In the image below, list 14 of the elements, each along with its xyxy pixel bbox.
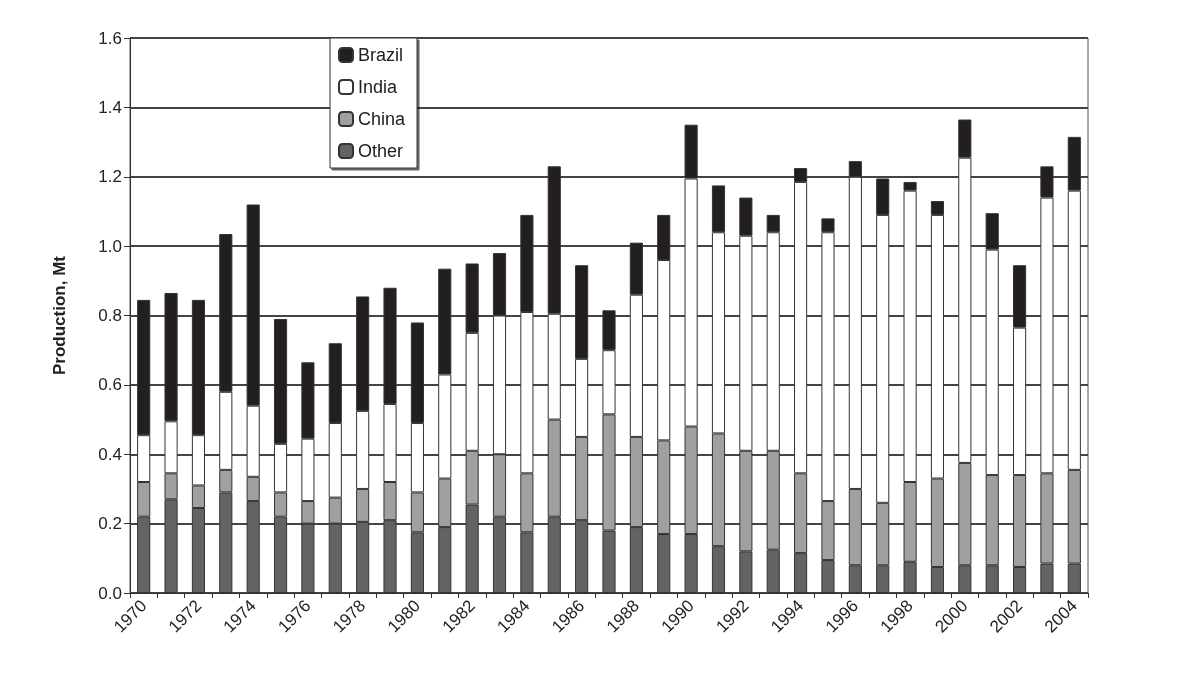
y-tick-label: 0.8 [98,306,122,325]
y-axis-title: Production, Mt [50,255,69,375]
y-tick-label: 1.0 [98,236,122,256]
y-tick-label: 0.2 [98,514,122,534]
legend-label: India [358,77,399,97]
y-tick-label: 1.6 [98,28,122,48]
legend-label: Other [358,141,404,161]
y-tick-label: 0.6 [98,375,122,395]
legend-label: China [358,109,407,129]
y-tick-label: 0.4 [98,444,122,464]
legend-label: Brazil [358,45,404,65]
y-tick-label: 1.4 [98,97,122,117]
y-tick-label: 1.2 [98,167,122,187]
y-tick-label: 0.0 [98,583,122,603]
